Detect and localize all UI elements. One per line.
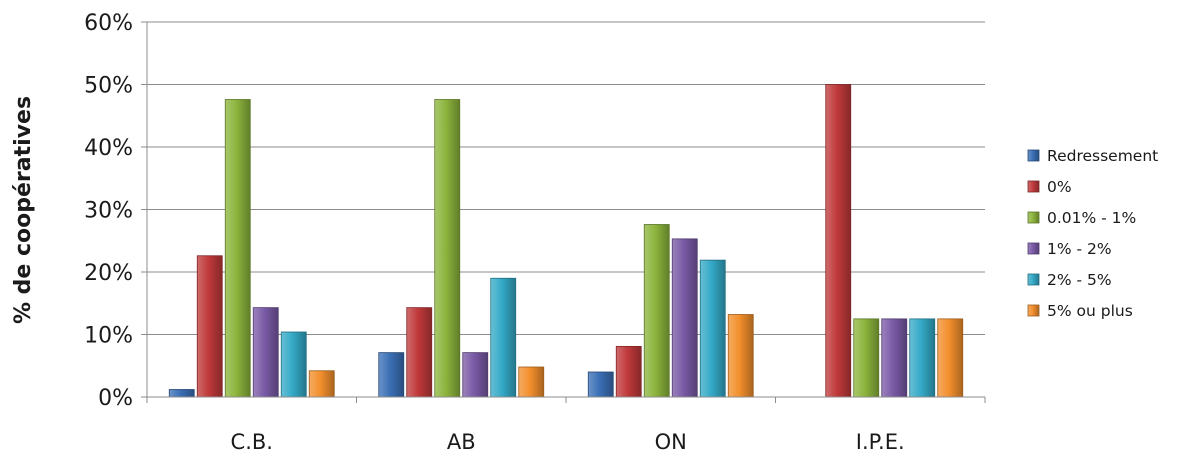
bar: [406, 307, 433, 398]
bar: [490, 277, 517, 398]
y-tick-label: 0%: [98, 386, 133, 411]
legend-label: 1% - 2%: [1047, 240, 1112, 258]
bar: [587, 371, 614, 398]
x-tick-label: ON: [655, 430, 687, 454]
bar: [727, 314, 754, 398]
bar: [671, 238, 698, 398]
legend-swatch: [1027, 242, 1040, 255]
bar: [224, 99, 251, 398]
x-tick-label: C.B.: [231, 430, 273, 454]
legend-label: 0%: [1047, 178, 1072, 196]
legend-swatch: [1027, 304, 1040, 317]
bar: [378, 352, 405, 398]
legend: Redressement 0% 0.01% - 1% 1% - 2% 2% - 5% 5%…: [1027, 147, 1158, 320]
bar: [168, 389, 195, 398]
bar: [462, 352, 489, 398]
bar: [434, 99, 461, 398]
legend-label: 5% ou plus: [1047, 302, 1133, 320]
x-tick-label: I.P.E.: [856, 430, 905, 454]
y-axis-label: % de coopératives: [11, 96, 36, 324]
x-tick-label: AB: [447, 430, 476, 454]
y-tick-label: 60%: [84, 11, 133, 36]
y-tick-label: 50%: [84, 74, 133, 99]
legend-label: 2% - 5%: [1047, 271, 1112, 289]
x-axis-labels: C.B. AB ON I.P.E.: [231, 430, 905, 454]
bar: [196, 255, 223, 398]
bar: [699, 259, 726, 398]
bar: [881, 318, 908, 398]
legend-swatch: [1027, 180, 1040, 193]
y-axis-ticks: 0% 10% 20% 30% 40% 50% 60%: [84, 11, 147, 411]
bar: [825, 84, 852, 398]
legend-swatch: [1027, 149, 1040, 162]
bar: [280, 331, 307, 398]
y-tick-label: 20%: [84, 261, 133, 286]
bars: [168, 84, 964, 398]
y-tick-label: 10%: [84, 324, 133, 349]
legend-swatch: [1027, 273, 1040, 286]
legend-label: Redressement: [1047, 147, 1158, 165]
bar: [518, 366, 545, 398]
bar: [308, 370, 335, 398]
x-axis: [141, 396, 986, 403]
legend-label: 0.01% - 1%: [1047, 209, 1136, 227]
y-tick-label: 40%: [84, 136, 133, 161]
bar: [909, 318, 936, 398]
bar: [937, 318, 964, 398]
bar: [252, 307, 279, 398]
y-tick-label: 30%: [84, 199, 133, 224]
bar: [615, 345, 642, 398]
bar: [853, 318, 880, 398]
legend-swatch: [1027, 211, 1040, 224]
bar: [643, 224, 670, 398]
